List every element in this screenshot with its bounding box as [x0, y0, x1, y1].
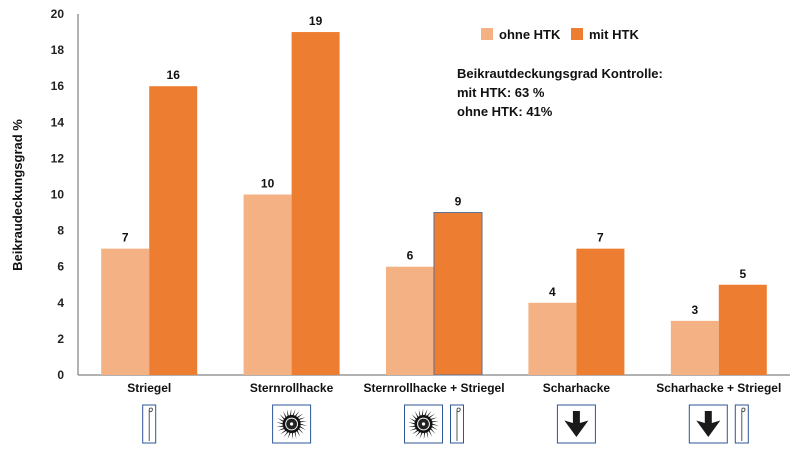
bar-mit-htk-sternrollhacke [291, 32, 340, 376]
bars [101, 32, 767, 376]
y-tick-label: 0 [57, 368, 64, 382]
category-label: Scharhacke + Striegel [656, 381, 781, 395]
annotation-line-2: mit HTK: 63 % [457, 85, 545, 100]
data-label-mit-htk-sternrollhacke-striegel: 9 [455, 195, 462, 209]
y-tick-label: 8 [57, 224, 64, 238]
star-wheel-icon [272, 404, 312, 444]
data-label-ohne-htk-striegel: 7 [122, 231, 129, 245]
data-labels: 7 16 10 19 6 9 4 7 3 5 [122, 14, 747, 317]
annotation: Beikrautdeckungsgrad Kontrolle: mit HTK:… [457, 66, 663, 119]
y-tick-label: 20 [51, 7, 65, 21]
y-tick-label: 18 [51, 43, 65, 57]
y-tick-label: 12 [51, 151, 65, 165]
bar-mit-htk-sternrollhacke-striegel [433, 212, 483, 376]
legend-label-mit-htk: mit HTK [589, 27, 639, 42]
category-label: Sternrollhacke [250, 381, 334, 395]
data-label-ohne-htk-sternrollhacke-striegel: 6 [407, 249, 414, 263]
bar-ohne-htk-striegel [101, 248, 150, 375]
data-label-mit-htk-striegel: 16 [167, 68, 181, 82]
y-tick-label: 16 [51, 79, 65, 93]
data-label-ohne-htk-scharhacke: 4 [549, 285, 556, 299]
data-label-ohne-htk-scharhacke-striegel: 3 [691, 303, 698, 317]
data-label-mit-htk-sternrollhacke: 19 [309, 14, 323, 28]
bar-ohne-htk-scharhacke-striegel [670, 320, 719, 375]
star-wheel-icon [404, 404, 443, 444]
y-tick-label: 2 [57, 332, 64, 346]
y-tick-label: 6 [57, 260, 64, 274]
bar-mit-htk-scharhacke-striegel [718, 284, 767, 375]
y-axis: 0 2 4 6 8 10 12 14 16 18 20 [51, 7, 79, 382]
category-label: Sternrollhacke + Striegel [363, 381, 504, 395]
y-tick-label: 4 [57, 296, 64, 310]
annotation-line-3: ohne HTK: 41% [457, 104, 553, 119]
category-icons [142, 404, 749, 444]
category-label: Scharhacke [543, 381, 611, 395]
legend-item-ohne-htk: ohne HTK [481, 27, 561, 42]
sweep-blade-icon [688, 404, 728, 444]
tine-icon [734, 404, 749, 444]
legend-item-mit-htk: mit HTK [571, 27, 639, 42]
annotation-line-1: Beikrautdeckungsgrad Kontrolle: [457, 66, 663, 81]
data-label-mit-htk-scharhacke-striegel: 5 [739, 267, 746, 281]
legend: ohne HTK mit HTK [481, 27, 639, 42]
bar-ohne-htk-sternrollhacke [243, 194, 292, 375]
legend-label-ohne-htk: ohne HTK [499, 27, 561, 42]
legend-swatch-ohne-htk [481, 28, 493, 40]
tine-icon [142, 404, 157, 444]
legend-swatch-mit-htk [571, 28, 583, 40]
y-axis-label: Beikraudeckungsgrad % [10, 119, 25, 271]
category-label: Striegel [127, 381, 171, 395]
bar-ohne-htk-scharhacke [528, 302, 577, 375]
bar-mit-htk-striegel [149, 86, 198, 375]
category-labels: Striegel Sternrollhacke Sternrollhacke + S… [127, 381, 781, 395]
bar-ohne-htk-sternrollhacke-striegel [386, 266, 434, 375]
y-tick-labels: 0 2 4 6 8 10 12 14 16 18 20 [51, 7, 65, 382]
data-label-ohne-htk-sternrollhacke: 10 [261, 177, 275, 191]
y-tick-label: 14 [51, 115, 65, 129]
y-tick-label: 10 [51, 188, 65, 202]
bar-mit-htk-scharhacke [576, 248, 625, 375]
data-label-mit-htk-scharhacke: 7 [597, 231, 604, 245]
tine-icon [450, 404, 464, 444]
sweep-blade-icon [556, 404, 596, 444]
